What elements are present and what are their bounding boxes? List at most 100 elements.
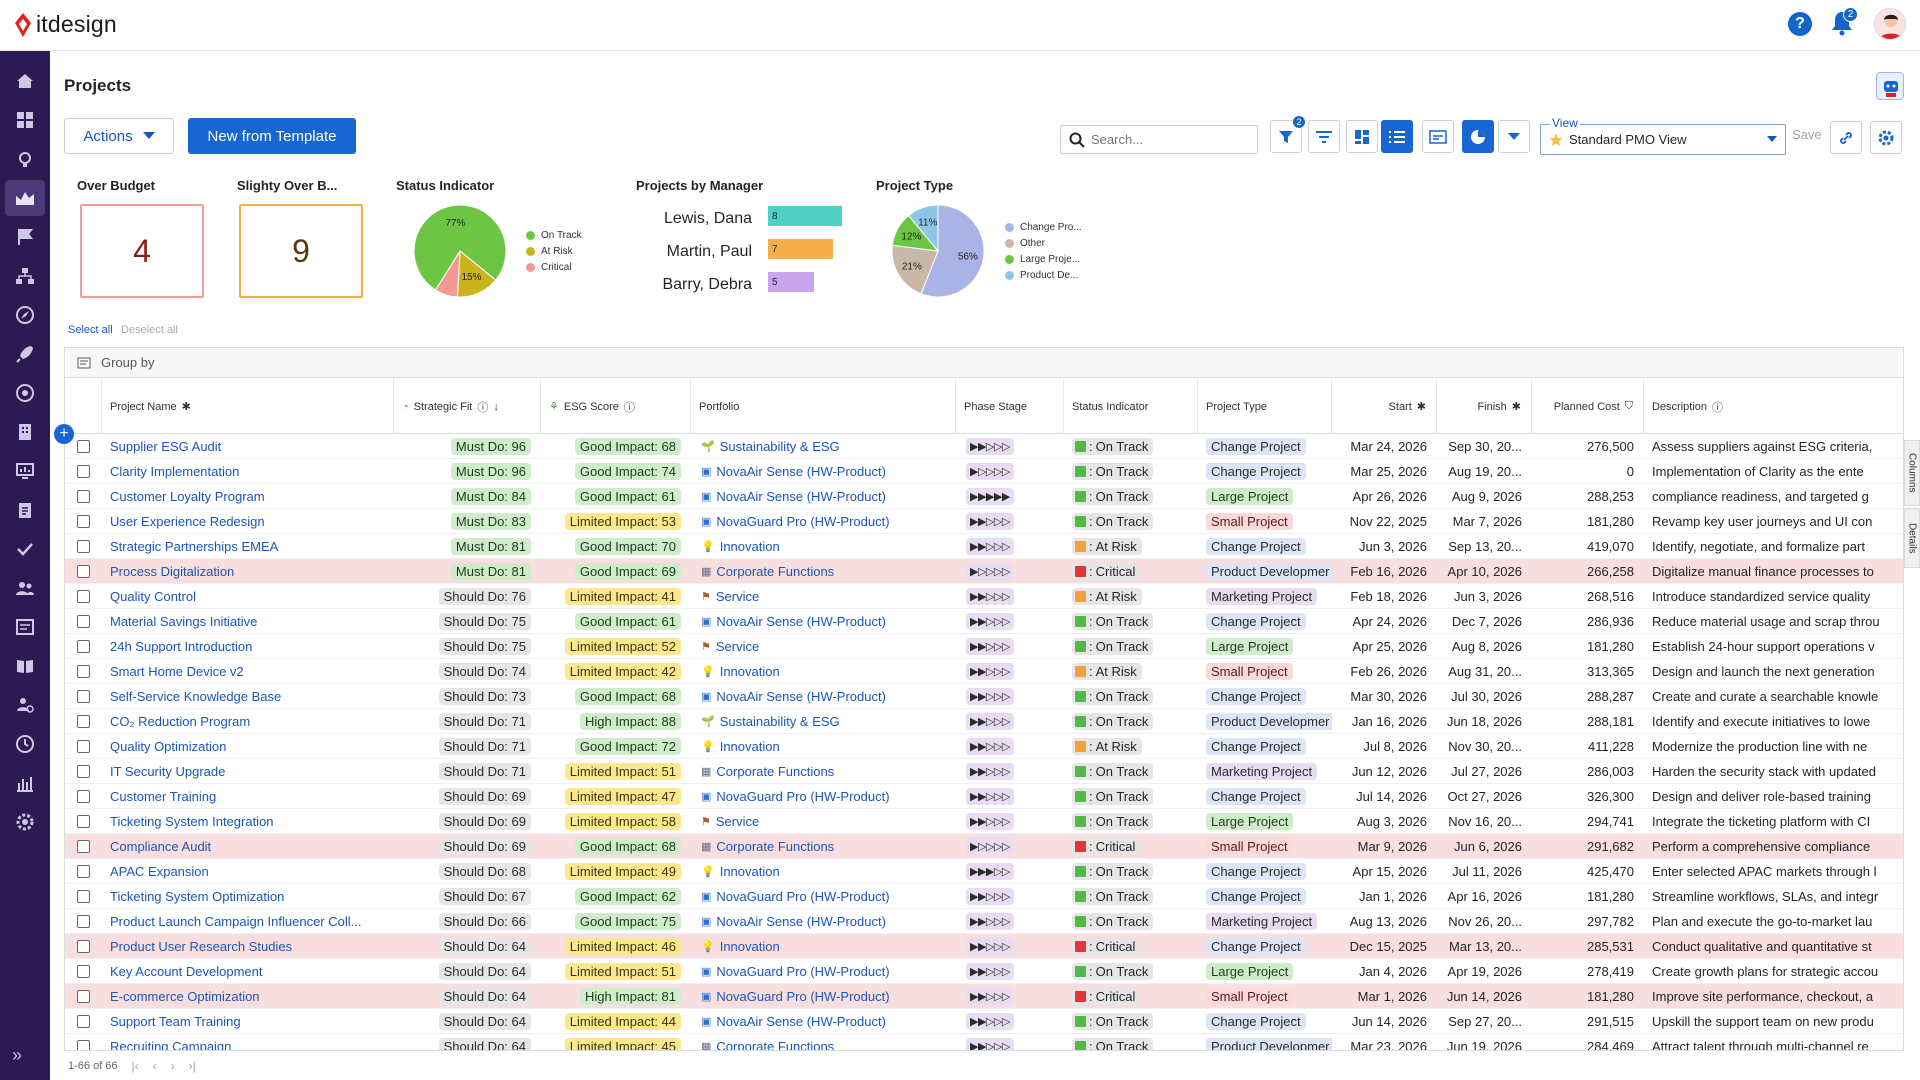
portfolio-cell[interactable]: ▦ Corporate Functions	[691, 834, 956, 859]
portfolio-cell[interactable]: 💡 Innovation	[691, 734, 956, 759]
brand-logo[interactable]: itdesign	[14, 11, 117, 38]
row-checkbox[interactable]	[77, 690, 90, 703]
col-finish[interactable]: Finish ✱	[1437, 379, 1532, 434]
portfolio-cell[interactable]: ▣ NovaAir Sense (HW-Product)	[691, 1009, 956, 1034]
col-start[interactable]: Start ✱	[1332, 379, 1437, 434]
project-name-cell[interactable]: Process Digitalization	[102, 559, 394, 584]
portfolio-cell[interactable]: ▦ Corporate Functions	[691, 1034, 956, 1050]
table-row[interactable]: Strategic Partnerships EMEA Must Do: 81 Go…	[65, 534, 1903, 559]
manager-bar[interactable]: 5	[768, 272, 815, 292]
row-checkbox[interactable]	[77, 490, 90, 503]
portfolio-cell[interactable]: 💡 Innovation	[691, 534, 956, 559]
board-view-button[interactable]	[1346, 120, 1378, 153]
sort-button[interactable]	[1308, 120, 1340, 153]
building-icon[interactable]	[5, 414, 45, 450]
last-page-icon[interactable]: ›|	[188, 1059, 196, 1073]
target-icon[interactable]	[5, 375, 45, 411]
project-name-cell[interactable]: Ticketing System Optimization	[102, 884, 394, 909]
table-row[interactable]: Product Launch Campaign Influencer Coll.…	[65, 909, 1903, 934]
more-options-button[interactable]	[1498, 120, 1530, 153]
table-row[interactable]: Supplier ESG Audit Must Do: 96 Good Impact…	[65, 434, 1903, 459]
project-name-cell[interactable]: Smart Home Device v2	[102, 659, 394, 684]
people-settings-icon[interactable]	[5, 687, 45, 723]
search-input[interactable]	[1091, 132, 1251, 147]
table-row[interactable]: Self-Service Knowledge Base Should Do: 73…	[65, 684, 1903, 709]
portfolio-cell[interactable]: ⚑ Service	[691, 584, 956, 609]
portfolio-cell[interactable]: 🌱 Sustainability & ESG	[691, 434, 956, 459]
assistant-icon[interactable]	[1876, 72, 1904, 100]
row-checkbox[interactable]	[77, 1015, 90, 1028]
legend-item[interactable]: On Track	[526, 227, 582, 243]
row-checkbox[interactable]	[77, 540, 90, 553]
row-checkbox[interactable]	[77, 565, 90, 578]
row-checkbox[interactable]	[77, 840, 90, 853]
project-name-cell[interactable]: User Experience Redesign	[102, 509, 394, 534]
col-description[interactable]: Description ⓘ	[1644, 379, 1903, 434]
list-view-button[interactable]	[1381, 120, 1413, 153]
table-row[interactable]: Recruiting Campaign Should Do: 64 Limited …	[65, 1034, 1903, 1050]
row-checkbox[interactable]	[77, 915, 90, 928]
legend-item[interactable]: Critical	[526, 259, 582, 275]
row-checkbox[interactable]	[77, 515, 90, 528]
portfolio-cell[interactable]: ⚑ Service	[691, 809, 956, 834]
table-row[interactable]: Clarity Implementation Must Do: 96 Good Im…	[65, 459, 1903, 484]
notifications-button[interactable]: 2	[1830, 7, 1858, 39]
dashboard-icon[interactable]	[5, 102, 45, 138]
project-name-cell[interactable]: Customer Loyalty Program	[102, 484, 394, 509]
status-indicator-pie-chart[interactable]: 77% 15%	[410, 203, 510, 299]
col-planned-cost[interactable]: Planned Cost ⛉	[1532, 379, 1644, 434]
portfolio-cell[interactable]: ▣ NovaAir Sense (HW-Product)	[691, 459, 956, 484]
row-checkbox[interactable]	[77, 865, 90, 878]
navigation-icon[interactable]	[5, 297, 45, 333]
row-checkbox[interactable]	[77, 940, 90, 953]
expand-sidebar-icon[interactable]: »	[12, 1045, 23, 1065]
select-all-link[interactable]: Select all	[68, 324, 113, 336]
table-row[interactable]: User Experience Redesign Must Do: 83 Limit…	[65, 509, 1903, 534]
portfolio-cell[interactable]: 💡 Innovation	[691, 859, 956, 884]
gear-people-icon[interactable]	[5, 804, 45, 840]
pie-slice-other[interactable]	[891, 244, 939, 295]
portfolio-cell[interactable]: ▣ NovaAir Sense (HW-Product)	[691, 609, 956, 634]
legend-item[interactable]: Large Proje...	[1005, 251, 1082, 267]
portfolio-cell[interactable]: ▣ NovaAir Sense (HW-Product)	[691, 484, 956, 509]
table-row[interactable]: APAC Expansion Should Do: 68 Limited Impac…	[65, 859, 1903, 884]
project-name-cell[interactable]: Strategic Partnerships EMEA	[102, 534, 394, 559]
row-checkbox[interactable]	[77, 665, 90, 678]
monitor-chart-icon[interactable]	[5, 453, 45, 489]
rocket-icon[interactable]	[5, 336, 45, 372]
project-name-cell[interactable]: E-commerce Optimization	[102, 984, 394, 1009]
details-side-tab[interactable]: Details	[1904, 508, 1920, 568]
columns-side-tab[interactable]: Columns	[1904, 440, 1920, 506]
legend-item[interactable]: At Risk	[526, 243, 582, 259]
new-from-template-button[interactable]: New from Template	[188, 118, 356, 154]
portfolio-cell[interactable]: ⚑ Service	[691, 634, 956, 659]
home-icon[interactable]	[5, 63, 45, 99]
add-row-button[interactable]: +	[54, 424, 74, 444]
manager-bar[interactable]: 7	[768, 239, 833, 259]
project-name-cell[interactable]: Compliance Audit	[102, 834, 394, 859]
clipboard-icon[interactable]	[5, 492, 45, 528]
portfolio-cell[interactable]: ▦ Corporate Functions	[691, 759, 956, 784]
portfolio-cell[interactable]: ▣ NovaGuard Pro (HW-Product)	[691, 884, 956, 909]
table-row[interactable]: Product User Research Studies Should Do: …	[65, 934, 1903, 959]
project-type-pie-chart[interactable]: 56% 21% 12% 11%	[886, 203, 990, 299]
user-avatar[interactable]	[1874, 8, 1906, 40]
table-row[interactable]: IT Security Upgrade Should Do: 71 Limited …	[65, 759, 1903, 784]
project-name-cell[interactable]: IT Security Upgrade	[102, 759, 394, 784]
project-name-cell[interactable]: Supplier ESG Audit	[102, 434, 394, 459]
table-row[interactable]: Customer Loyalty Program Must Do: 84 Good …	[65, 484, 1903, 509]
legend-item[interactable]: Change Pro...	[1005, 219, 1082, 235]
slightly-over-value[interactable]: 9	[239, 204, 363, 298]
ideas-icon[interactable]	[5, 141, 45, 177]
table-row[interactable]: Key Account Development Should Do: 64 Limi…	[65, 959, 1903, 984]
table-row[interactable]: Support Team Training Should Do: 64 Limite…	[65, 1009, 1903, 1034]
book-icon[interactable]	[5, 648, 45, 684]
hierarchy-icon[interactable]	[5, 258, 45, 294]
table-row[interactable]: 24h Support Introduction Should Do: 75 Lim…	[65, 634, 1903, 659]
projects-by-manager-bar-chart[interactable]: Lewis, Dana 8 Martin, Paul 7 Barry, Debra 5	[652, 204, 852, 304]
row-checkbox[interactable]	[77, 465, 90, 478]
col-strategic-fit[interactable]: ◔ Strategic Fit ⓘ ↓	[394, 379, 541, 434]
row-checkbox[interactable]	[77, 1040, 90, 1050]
portfolio-cell[interactable]: 🌱 Sustainability & ESG	[691, 709, 956, 734]
pie-slice-on-track[interactable]	[413, 204, 507, 291]
